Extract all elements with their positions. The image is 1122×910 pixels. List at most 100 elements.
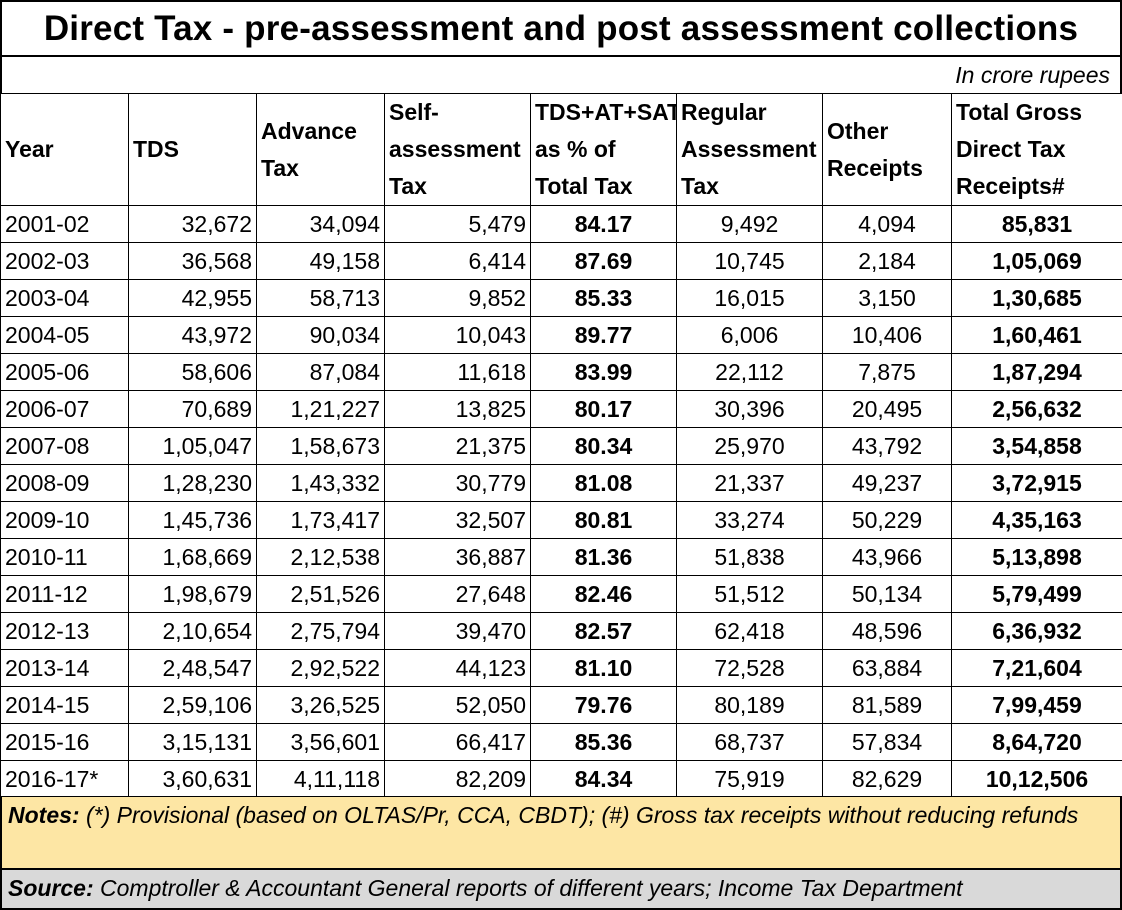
table-row: 2016-17* 3,60,631 4,11,118 82,209 84.34 75,91… <box>0 760 1122 798</box>
tds-cell: 1,45,736 <box>128 501 257 539</box>
total-cell: 1,05,069 <box>951 242 1122 280</box>
other-receipts-cell: 43,966 <box>822 538 952 576</box>
tds-cell: 58,606 <box>128 353 257 391</box>
notes-text: (*) Provisional (based on OLTAS/Pr, CCA,… <box>85 802 1079 828</box>
regular-assessment-cell: 68,737 <box>676 723 823 761</box>
tds-cell: 42,955 <box>128 279 257 317</box>
total-cell: 1,87,294 <box>951 353 1122 391</box>
tds-cell: 3,60,631 <box>128 760 257 798</box>
advance-tax-cell: 3,26,525 <box>256 686 385 724</box>
percent-cell: 87.69 <box>530 242 677 280</box>
table-row: 2001-02 32,672 34,094 5,479 84.17 9,492 4,094 8… <box>0 205 1122 243</box>
notes-box: Notes: (*) Provisional (based on OLTAS/P… <box>0 796 1122 870</box>
self-assessment-cell: 82,209 <box>384 760 531 798</box>
table-row: 2009-10 1,45,736 1,73,417 32,507 80.81 33,274… <box>0 501 1122 539</box>
table-row: 2007-08 1,05,047 1,58,673 21,375 80.34 25,970… <box>0 427 1122 465</box>
other-receipts-cell: 82,629 <box>822 760 952 798</box>
year-cell: 2009-10 <box>0 501 129 539</box>
total-cell: 8,64,720 <box>951 723 1122 761</box>
advance-tax-cell: 87,084 <box>256 353 385 391</box>
year-cell: 2010-11 <box>0 538 129 576</box>
self-assessment-cell: 10,043 <box>384 316 531 354</box>
total-cell: 3,72,915 <box>951 464 1122 502</box>
percent-cell: 89.77 <box>530 316 677 354</box>
year-cell: 2002-03 <box>0 242 129 280</box>
header-other-receipts: Other Receipts <box>822 93 952 206</box>
tds-cell: 1,05,047 <box>128 427 257 465</box>
total-cell: 85,831 <box>951 205 1122 243</box>
other-receipts-cell: 50,229 <box>822 501 952 539</box>
tds-cell: 32,672 <box>128 205 257 243</box>
tds-cell: 2,59,106 <box>128 686 257 724</box>
year-cell: 2007-08 <box>0 427 129 465</box>
self-assessment-cell: 44,123 <box>384 649 531 687</box>
total-cell: 5,13,898 <box>951 538 1122 576</box>
header-regular-assessment-tax: Regular Assessment Tax <box>676 93 823 206</box>
other-receipts-cell: 50,134 <box>822 575 952 613</box>
other-receipts-cell: 4,094 <box>822 205 952 243</box>
advance-tax-cell: 4,11,118 <box>256 760 385 798</box>
total-cell: 7,99,459 <box>951 686 1122 724</box>
table-row: 2014-15 2,59,106 3,26,525 52,050 79.76 80,189… <box>0 686 1122 724</box>
advance-tax-cell: 1,58,673 <box>256 427 385 465</box>
year-cell: 2015-16 <box>0 723 129 761</box>
percent-cell: 81.36 <box>530 538 677 576</box>
header-row: Year TDS Advance Tax Self-assessment Tax… <box>0 93 1122 206</box>
self-assessment-cell: 11,618 <box>384 353 531 391</box>
self-assessment-cell: 9,852 <box>384 279 531 317</box>
regular-assessment-cell: 6,006 <box>676 316 823 354</box>
other-receipts-cell: 63,884 <box>822 649 952 687</box>
header-tds: TDS <box>128 93 257 206</box>
tds-cell: 36,568 <box>128 242 257 280</box>
total-cell: 1,30,685 <box>951 279 1122 317</box>
table-row: 2006-07 70,689 1,21,227 13,825 80.17 30,396 20… <box>0 390 1122 428</box>
advance-tax-cell: 3,56,601 <box>256 723 385 761</box>
year-cell: 2005-06 <box>0 353 129 391</box>
percent-cell: 80.81 <box>530 501 677 539</box>
self-assessment-cell: 5,479 <box>384 205 531 243</box>
regular-assessment-cell: 25,970 <box>676 427 823 465</box>
regular-assessment-cell: 33,274 <box>676 501 823 539</box>
advance-tax-cell: 2,12,538 <box>256 538 385 576</box>
year-cell: 2016-17* <box>0 760 129 798</box>
advance-tax-cell: 1,43,332 <box>256 464 385 502</box>
table-row: 2015-16 3,15,131 3,56,601 66,417 85.36 68,737… <box>0 723 1122 761</box>
percent-cell: 84.17 <box>530 205 677 243</box>
total-cell: 6,36,932 <box>951 612 1122 650</box>
other-receipts-cell: 20,495 <box>822 390 952 428</box>
header-tds-at-sat-percent: TDS+AT+SAT as % of Total Tax <box>530 93 677 206</box>
regular-assessment-cell: 16,015 <box>676 279 823 317</box>
table-row: 2010-11 1,68,669 2,12,538 36,887 81.36 51,838… <box>0 538 1122 576</box>
advance-tax-cell: 90,034 <box>256 316 385 354</box>
year-cell: 2006-07 <box>0 390 129 428</box>
other-receipts-cell: 2,184 <box>822 242 952 280</box>
percent-cell: 82.57 <box>530 612 677 650</box>
other-receipts-cell: 10,406 <box>822 316 952 354</box>
table-row: 2008-09 1,28,230 1,43,332 30,779 81.08 21,337… <box>0 464 1122 502</box>
advance-tax-cell: 2,92,522 <box>256 649 385 687</box>
table-row: 2013-14 2,48,547 2,92,522 44,123 81.10 72,528… <box>0 649 1122 687</box>
table-row: 2005-06 58,606 87,084 11,618 83.99 22,112 7,87… <box>0 353 1122 391</box>
table-title: Direct Tax - pre-assessment and post ass… <box>0 0 1122 57</box>
advance-tax-cell: 58,713 <box>256 279 385 317</box>
tds-cell: 2,48,547 <box>128 649 257 687</box>
source-text: Comptroller & Accountant General reports… <box>100 875 963 901</box>
advance-tax-cell: 2,51,526 <box>256 575 385 613</box>
advance-tax-cell: 34,094 <box>256 205 385 243</box>
source-label: Source: <box>8 875 94 901</box>
table-body: 2001-02 32,672 34,094 5,479 84.17 9,492 4,094 8… <box>0 205 1122 798</box>
percent-cell: 83.99 <box>530 353 677 391</box>
other-receipts-cell: 48,596 <box>822 612 952 650</box>
self-assessment-cell: 21,375 <box>384 427 531 465</box>
regular-assessment-cell: 30,396 <box>676 390 823 428</box>
regular-assessment-cell: 22,112 <box>676 353 823 391</box>
percent-cell: 81.08 <box>530 464 677 502</box>
tds-cell: 70,689 <box>128 390 257 428</box>
self-assessment-cell: 30,779 <box>384 464 531 502</box>
self-assessment-cell: 32,507 <box>384 501 531 539</box>
regular-assessment-cell: 72,528 <box>676 649 823 687</box>
other-receipts-cell: 3,150 <box>822 279 952 317</box>
regular-assessment-cell: 9,492 <box>676 205 823 243</box>
year-cell: 2011-12 <box>0 575 129 613</box>
other-receipts-cell: 49,237 <box>822 464 952 502</box>
